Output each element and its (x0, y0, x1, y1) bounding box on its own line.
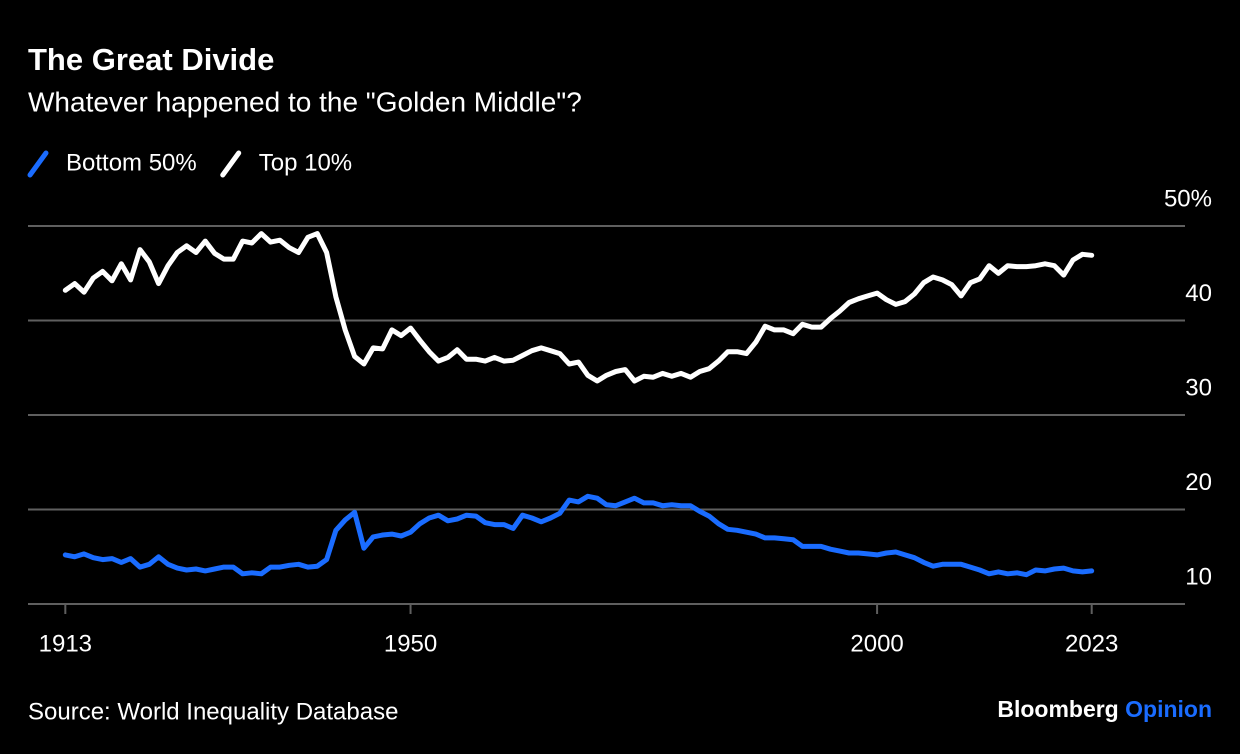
legend-label: Top 10% (259, 149, 352, 176)
legend-swatch (220, 150, 242, 178)
chart-subtitle: Whatever happened to the "Golden Middle"… (28, 86, 582, 117)
legend-label: Bottom 50% (66, 149, 197, 176)
series-line (62, 231, 1095, 384)
x-tick-label: 1913 (39, 630, 92, 657)
brand-name: Bloomberg (997, 696, 1118, 722)
x-tick-label: 2000 (850, 630, 903, 657)
brand-section: Opinion (1125, 696, 1212, 722)
source: Source: World Inequality Database (28, 698, 398, 725)
chart-title: The Great Divide (28, 42, 274, 77)
y-tick-label: 20 (1185, 469, 1212, 496)
series-line (62, 493, 1095, 578)
y-tick-label: 30 (1185, 374, 1212, 401)
y-tick-label: 40 (1185, 280, 1212, 307)
branding: Bloomberg Opinion (997, 696, 1212, 722)
y-tick-label: 10 (1185, 563, 1212, 590)
x-tick-label: 1950 (384, 630, 437, 657)
legend-swatch (27, 150, 49, 178)
y-tick-label: 50% (1164, 185, 1212, 212)
x-tick-label: 2023 (1065, 630, 1118, 657)
